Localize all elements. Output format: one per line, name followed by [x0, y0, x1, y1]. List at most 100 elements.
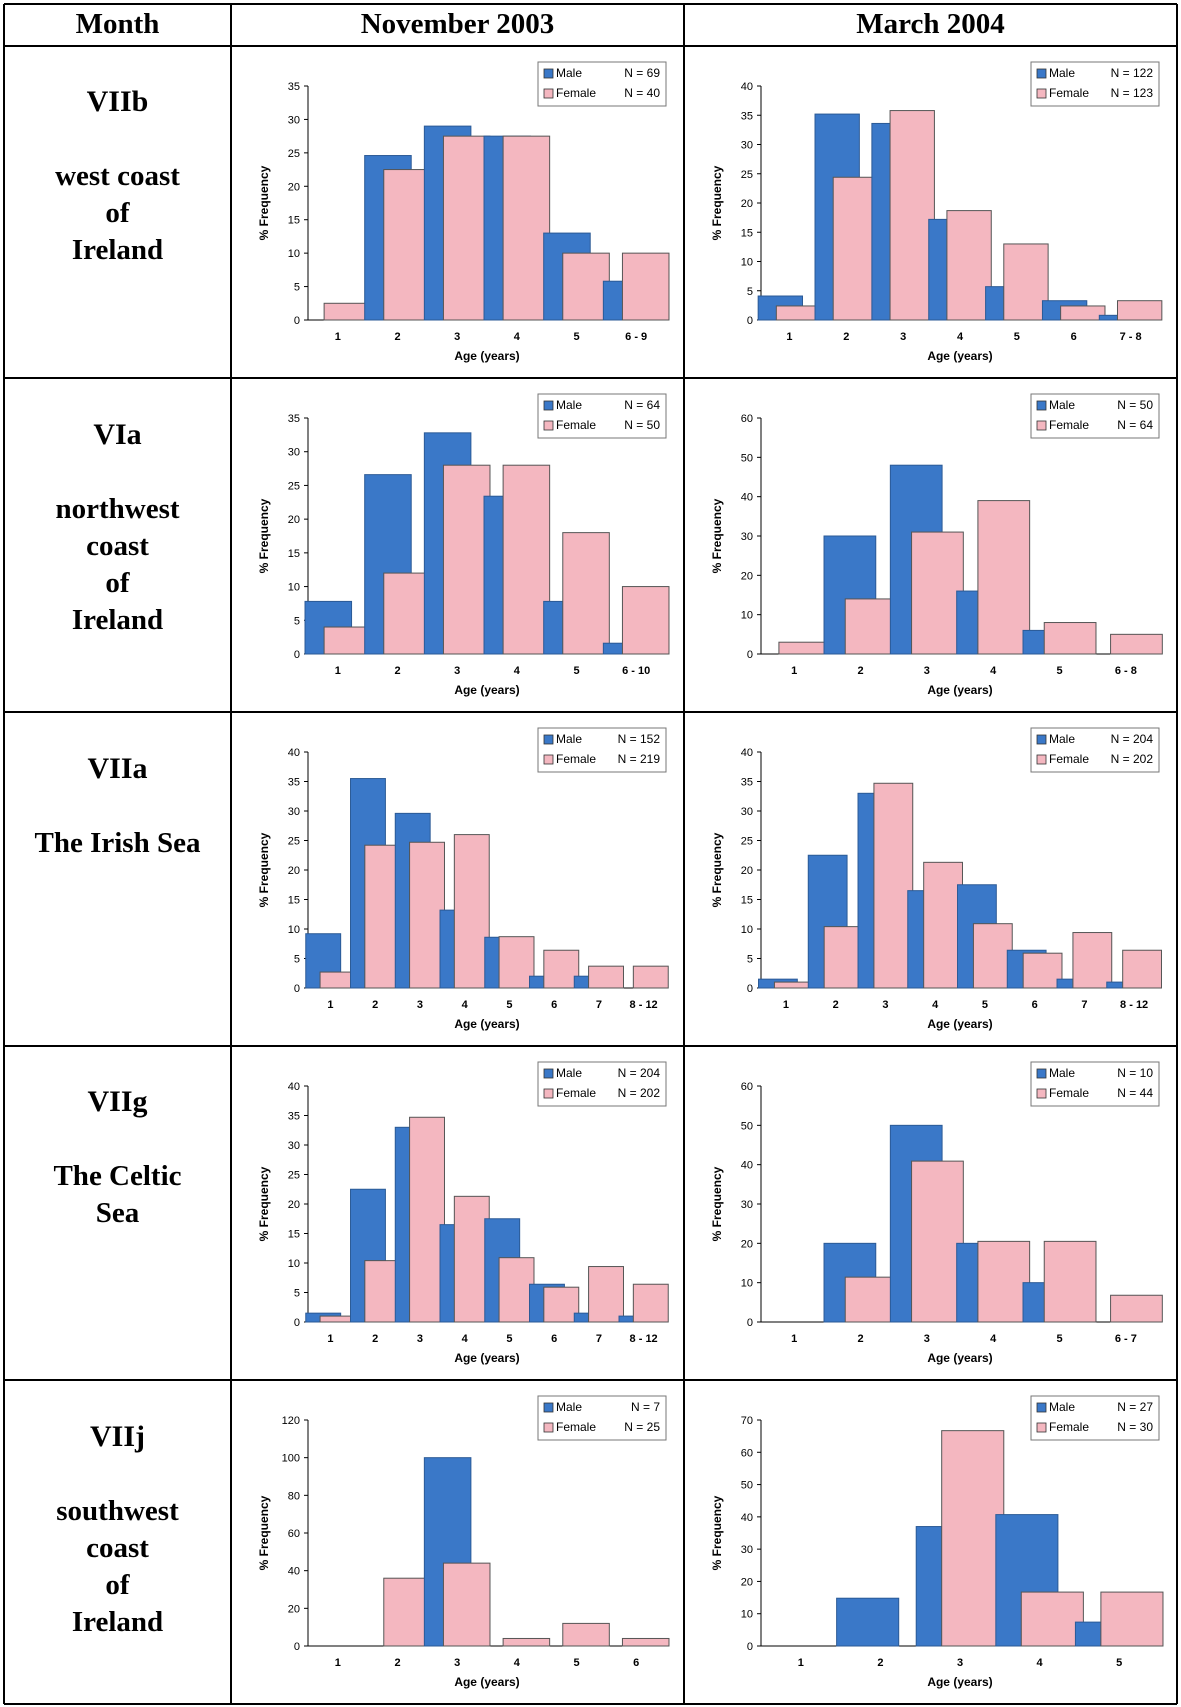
legend-swatch [543, 68, 554, 79]
x-tick-label: 3 [454, 1657, 460, 1669]
bar-female [323, 302, 372, 321]
x-tick-label: 4 [514, 665, 521, 677]
y-tick-label: 50 [741, 1480, 753, 1492]
region-name-line: of [105, 567, 130, 599]
x-tick-label: 3 [417, 1333, 423, 1345]
y-tick-label: 20 [741, 1576, 753, 1588]
x-tick-label: 5 [506, 1333, 512, 1345]
y-tick-label: 10 [741, 610, 753, 622]
x-tick-label: 2 [394, 1657, 400, 1669]
x-axis-label: Age (years) [454, 1351, 519, 1365]
x-tick-label: 6 - 7 [1115, 1333, 1137, 1345]
x-tick-label: 6 [551, 999, 557, 1011]
x-tick-label: 4 [990, 1333, 997, 1345]
bar-male [836, 1597, 900, 1647]
bar-female [498, 936, 535, 989]
bar-female [941, 1430, 1005, 1647]
legend-n-count: N = 204 [1111, 732, 1154, 746]
legend-swatch [543, 1068, 554, 1079]
bar-female [873, 782, 914, 989]
header-1: November 2003 [360, 8, 555, 40]
y-tick-label: 40 [741, 492, 753, 504]
legend-series-name: Male [1049, 1066, 1075, 1080]
y-tick-label: 10 [288, 924, 300, 936]
y-tick-label: 5 [294, 282, 300, 294]
y-tick-label: 50 [741, 452, 753, 464]
y-tick-label: 10 [741, 1278, 753, 1290]
y-tick-label: 60 [741, 413, 753, 425]
x-tick-label: 6 [633, 1657, 639, 1669]
x-tick-label: 6 [551, 1333, 557, 1345]
bar-female [773, 981, 814, 989]
bar-female [562, 252, 610, 321]
region-code: VIIg [87, 1085, 148, 1118]
x-tick-label: 1 [327, 999, 333, 1011]
bar-female [383, 572, 431, 655]
legend-swatch [1036, 68, 1047, 79]
header-0: Month [75, 8, 160, 40]
legend-swatch [543, 754, 554, 765]
legend [537, 1395, 667, 1441]
y-axis-label: % Frequency [710, 1166, 724, 1241]
bar-female [1003, 243, 1049, 321]
legend-series-name: Male [556, 732, 582, 746]
legend-swatch [1036, 420, 1047, 431]
bar-female [442, 464, 491, 655]
y-tick-label: 30 [741, 140, 753, 152]
x-tick-label: 7 [596, 999, 602, 1011]
chart-c11: 0 10 20 30 40 50 60 % Frequency 1 2 3 4 5 6 - 8 Age (y… [710, 393, 1163, 697]
y-tick-label: 10 [741, 924, 753, 936]
bar-female [977, 1240, 1031, 1323]
y-tick-label: 0 [294, 1317, 300, 1329]
bar-female [383, 1577, 431, 1647]
legend-n-count: N = 204 [618, 1066, 661, 1080]
region-code: VIIa [87, 752, 148, 785]
legend-n-count: N = 202 [1111, 752, 1154, 766]
legend-swatch [543, 400, 554, 411]
y-tick-label: 25 [288, 836, 300, 848]
x-tick-label: 4 [990, 665, 997, 677]
legend [1030, 1061, 1160, 1107]
x-tick-label: 5 [1116, 1657, 1122, 1669]
y-tick-label: 0 [747, 1317, 753, 1329]
x-tick-label: 1 [327, 1333, 333, 1345]
legend-swatch [1036, 1422, 1047, 1433]
y-tick-label: 35 [741, 110, 753, 122]
x-axis-label: Age (years) [454, 1675, 519, 1689]
chart-c41: 0 10 20 30 40 50 60 70 % Frequency 1 2 3 4 5 Age (year… [710, 1395, 1164, 1689]
y-tick-label: 40 [741, 1160, 753, 1172]
bar-female [632, 1283, 669, 1323]
y-tick-label: 20 [288, 1603, 300, 1615]
legend-series-name: Male [556, 66, 582, 80]
x-tick-label: 4 [514, 331, 521, 343]
region-name-line: Ireland [71, 1606, 164, 1638]
region-code: VIa [93, 418, 142, 451]
legend-n-count: N = 202 [618, 1086, 661, 1100]
bar-female [911, 1160, 964, 1323]
y-tick-label: 60 [741, 1447, 753, 1459]
legend [1030, 393, 1160, 439]
x-tick-label: 1 [335, 665, 341, 677]
legend-series-name: Female [1049, 1420, 1089, 1434]
y-tick-label: 5 [294, 954, 300, 966]
legend-swatch [543, 1088, 554, 1099]
legend-n-count: N = 7 [631, 1400, 660, 1414]
y-tick-label: 15 [288, 895, 300, 907]
region-code: VIIj [89, 1420, 145, 1453]
legend-n-count: N = 219 [618, 752, 661, 766]
legend-n-count: N = 69 [624, 66, 660, 80]
y-tick-label: 0 [294, 983, 300, 995]
legend [537, 393, 667, 439]
bar-female [453, 1195, 490, 1323]
bar-female [823, 926, 864, 989]
legend-n-count: N = 152 [618, 732, 661, 746]
legend-swatch [1036, 88, 1047, 99]
y-tick-label: 10 [288, 582, 300, 594]
legend-series-name: Male [1049, 398, 1075, 412]
x-axis-label: Age (years) [927, 1017, 992, 1031]
x-tick-label: 5 [1014, 331, 1020, 343]
legend-series-name: Male [1049, 732, 1075, 746]
x-tick-label: 7 - 8 [1120, 331, 1142, 343]
bar-female [319, 1315, 356, 1323]
